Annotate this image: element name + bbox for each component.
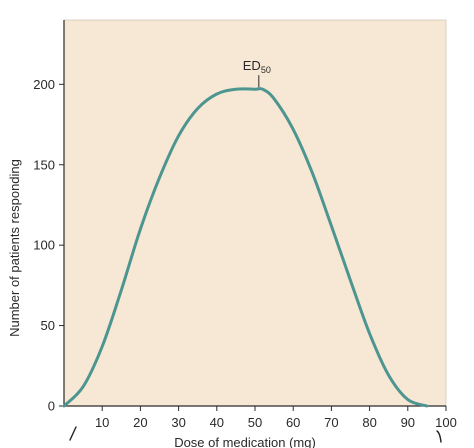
x-tick-label: 100 [435,415,457,430]
x-tick-label: 70 [324,415,338,430]
x-tick-label: 20 [133,415,147,430]
x-tick-label: 40 [210,415,224,430]
handwritten-mark-right [436,430,442,443]
x-axis-title: Dose of medication (mg) [174,435,316,448]
x-tick-label: 90 [401,415,415,430]
y-tick-label: 100 [33,238,55,253]
y-axis-title: Number of patients responding [7,159,22,337]
y-tick-label: 0 [48,399,55,414]
ed50-label: ED50 [243,58,271,75]
handwritten-mark-left [69,426,77,441]
x-tick-label: 60 [286,415,300,430]
x-tick-label: 30 [171,415,185,430]
plot-area [63,19,447,407]
annotation-layer: ED50 [243,58,271,88]
x-tick-label: 50 [248,415,262,430]
y-tick-label: 150 [33,157,55,172]
ticks-layer: 0 50 100 150 200 10 20 30 40 50 60 70 80 90 100 [33,77,457,430]
x-tick-label: 10 [95,415,109,430]
y-tick-label: 200 [33,77,55,92]
y-tick-label: 50 [41,318,55,333]
dose-response-curve [62,86,429,408]
x-tick-label: 80 [362,415,376,430]
